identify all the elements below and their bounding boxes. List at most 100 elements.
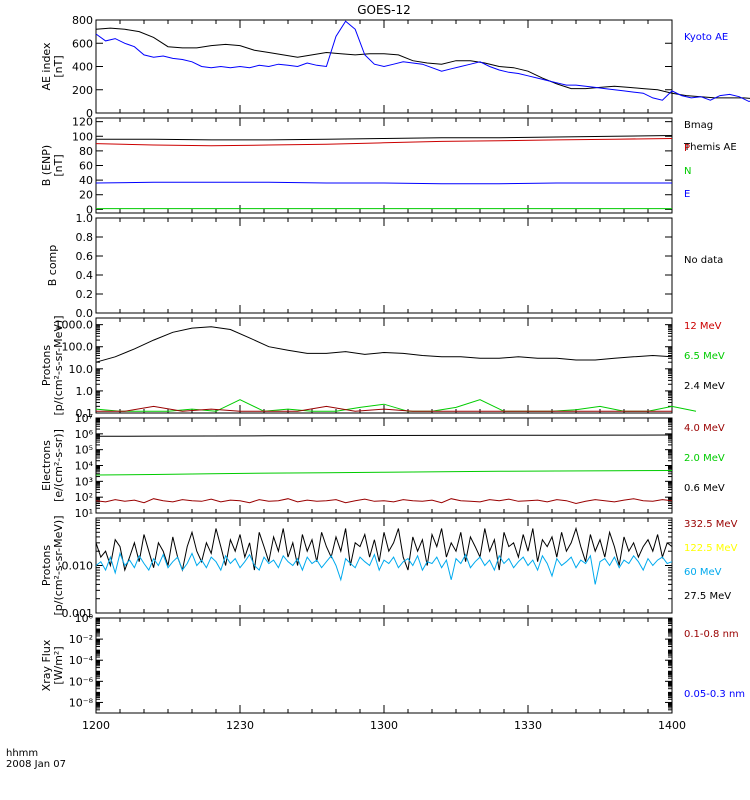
panel-protons_high: 0.001 0.010 Protons [p/(cm²-s-sr-MeV)] 332.5… xyxy=(40,516,738,621)
series-e xyxy=(95,181,672,185)
y-axis-label: [e/(cm²-s-sr)] xyxy=(52,429,65,502)
legend-entry: Themis AE xyxy=(683,142,737,153)
legend-entry: 332.5 MeV xyxy=(684,519,738,530)
y-tick-label: 0.8 xyxy=(76,231,94,244)
y-tick-label: 200 xyxy=(72,84,93,97)
y-axis-label: [p/(cm²-s-sr-MeV)] xyxy=(52,516,65,616)
y-tick-label: 0.4 xyxy=(76,269,94,282)
x-tick-label: 1400 xyxy=(658,719,686,732)
y-tick-label: 80 xyxy=(79,145,93,158)
y-tick-label: 120 xyxy=(72,116,93,129)
legend-entry: P xyxy=(684,143,690,154)
panel-ae: 0 200 400 600 800 AE index [nT] Kyoto AE Themis … xyxy=(40,14,750,153)
y-tick-label: 10² xyxy=(75,491,93,504)
y-tick-label: 10⁻² xyxy=(69,633,93,646)
y-axis-label: Electrons xyxy=(40,440,53,491)
y-tick-label: 10⁰ xyxy=(75,612,94,625)
y-tick-label: 10⁶ xyxy=(75,428,94,441)
legend-entry: 6.5 MeV xyxy=(684,351,725,362)
y-axis-label: B comp xyxy=(46,245,59,287)
y-tick-label: 100.0 xyxy=(62,341,94,354)
legend-entry: No data xyxy=(684,255,723,266)
legend-entry: N xyxy=(684,166,691,177)
panel-frame xyxy=(95,117,673,214)
date-label: 2008 Jan 07 xyxy=(6,759,66,770)
y-tick-label: 10⁵ xyxy=(75,444,93,457)
y-axis-label: B (ENP) xyxy=(40,145,53,186)
series-2-0-mev xyxy=(95,470,673,476)
y-tick-label: 10¹ xyxy=(75,507,93,520)
y-tick-label: 10⁻⁶ xyxy=(69,675,94,688)
y-tick-label: 10⁻⁴ xyxy=(69,654,94,667)
y-axis-label: [nT] xyxy=(52,154,65,176)
legend-entry: 12 MeV xyxy=(684,321,722,332)
y-tick-label: 0.0 xyxy=(76,307,94,320)
panel-frame xyxy=(95,317,673,414)
y-tick-label: 10⁻⁸ xyxy=(69,696,94,709)
legend-entry: E xyxy=(684,189,690,200)
series-12-mev xyxy=(96,405,672,412)
panel-frame xyxy=(95,417,673,514)
y-tick-label: 10.0 xyxy=(69,363,94,376)
y-tick-label: 0.6 xyxy=(76,250,94,263)
y-tick-label: 800 xyxy=(72,14,93,27)
y-tick-label: 100 xyxy=(72,130,93,143)
y-axis-label: [p/(cm²-s-sr-MeV)] xyxy=(52,316,65,416)
y-tick-label: 0 xyxy=(86,203,93,216)
y-axis-label: Xray Flux xyxy=(40,639,53,691)
series-4-0-mev xyxy=(95,498,673,505)
legend-entry: Kyoto AE xyxy=(684,32,728,43)
series-2-4-mev xyxy=(95,326,673,363)
x-tick-label: 1330 xyxy=(514,719,542,732)
legend-entry: 122.5 MeV xyxy=(684,543,738,554)
y-axis-label: [nT] xyxy=(52,55,65,77)
legend-entry: 2.0 MeV xyxy=(684,453,725,464)
series-themis-ae xyxy=(95,27,750,99)
panel-bcomp: 0.0 0.2 0.4 0.6 0.8 1.0 B comp No data xyxy=(46,212,723,320)
y-tick-label: 1.0 xyxy=(76,212,94,225)
legend-entry: 2.4 MeV xyxy=(684,381,725,392)
x-tick-label: 1300 xyxy=(370,719,398,732)
y-tick-label: 0 xyxy=(86,107,93,120)
y-tick-label: 0.2 xyxy=(76,288,94,301)
y-tick-label: 400 xyxy=(72,61,93,74)
series-6-5-mev xyxy=(95,399,697,412)
y-axis-label: Protons xyxy=(40,345,53,386)
y-tick-label: 60 xyxy=(79,160,93,173)
y-tick-label: 1000.0 xyxy=(55,319,94,332)
x-tick-label: 1230 xyxy=(226,719,254,732)
panel-frame xyxy=(95,617,673,714)
y-tick-label: 10⁴ xyxy=(75,460,94,473)
series-0-6-mev xyxy=(95,434,673,437)
y-tick-label: 0.001 xyxy=(62,607,94,620)
y-axis-label: AE index xyxy=(40,42,53,91)
series-27-5-mev xyxy=(95,526,673,572)
y-axis-label: [W/m²] xyxy=(52,646,65,684)
y-tick-label: 10⁷ xyxy=(75,412,93,425)
y-tick-label: 10³ xyxy=(75,475,93,488)
y-tick-label: 20 xyxy=(79,189,93,202)
plot-title: GOES-12 xyxy=(357,3,411,17)
legend-entry: 60 MeV xyxy=(684,567,722,578)
series-60-mev xyxy=(95,551,673,585)
y-tick-label: 1.0 xyxy=(76,385,94,398)
time-axis-label: hhmm xyxy=(6,748,38,759)
y-tick-label: 0.010 xyxy=(62,560,94,573)
legend-entry: 0.6 MeV xyxy=(684,483,725,494)
panel-frame xyxy=(95,217,673,314)
legend-entry: 0.1-0.8 nm xyxy=(684,629,739,640)
series-p xyxy=(95,138,673,147)
y-axis-label: Protons xyxy=(40,545,53,586)
panel-xray: 10⁻⁸ 10⁻⁶ 10⁻⁴ 10⁻² 10⁰ Xray Flux [W/m²] 0.1-0.… xyxy=(40,612,745,714)
legend-entry: 0.05-0.3 nm xyxy=(684,689,745,700)
series-kyoto-ae xyxy=(95,20,750,102)
legend-entry: 27.5 MeV xyxy=(684,591,731,602)
panel-electrons: 10¹ 10² 10³ 10⁴ 10⁵ 10⁶ 10⁷ Electrons [e/(cm²-s-… xyxy=(40,412,725,520)
y-tick-label: 600 xyxy=(72,37,93,50)
y-tick-label: 40 xyxy=(79,174,93,187)
series-bmag xyxy=(96,135,673,141)
